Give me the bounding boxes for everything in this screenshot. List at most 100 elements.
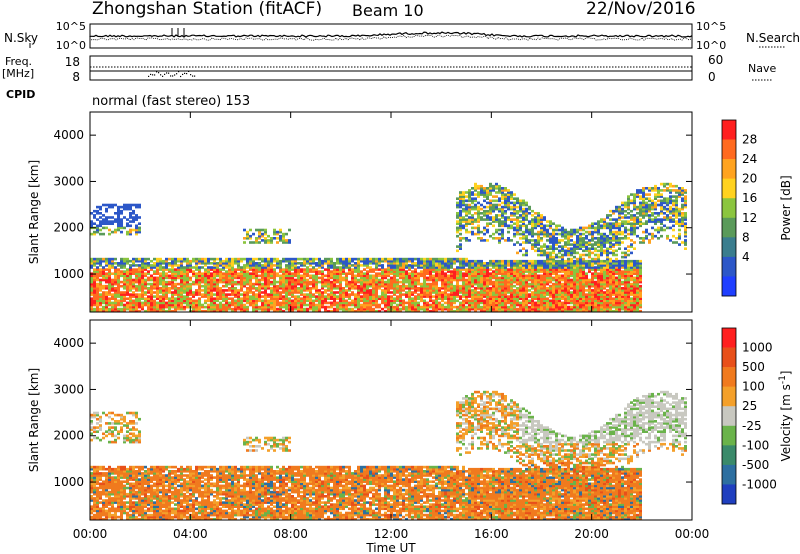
power-cell (552, 299, 555, 303)
power-cell (573, 274, 576, 278)
power-cell (567, 287, 570, 290)
power-cell (375, 274, 378, 278)
power-cell (612, 222, 615, 225)
power-cell (399, 295, 402, 298)
power-cell (387, 280, 390, 284)
power-cell (546, 282, 549, 286)
power-cell (126, 205, 129, 209)
power-cell (156, 309, 159, 313)
power-cell (345, 301, 348, 305)
power-cell (399, 299, 402, 303)
power-cell (597, 307, 600, 311)
power-cell (213, 272, 216, 275)
power-cell (516, 278, 519, 282)
power-cell (552, 249, 555, 253)
power-cell (369, 266, 372, 269)
power-cell (258, 299, 261, 303)
power-cell (225, 266, 228, 269)
power-cell (222, 299, 225, 303)
power-cell (501, 237, 504, 240)
power-cell (186, 270, 189, 273)
power-cell (606, 262, 609, 265)
power-cell (180, 303, 183, 307)
power-cell (258, 295, 261, 298)
power-cell (354, 309, 357, 313)
power-cell (150, 295, 153, 298)
power-cell (150, 293, 153, 296)
power-cell (585, 309, 588, 313)
power-cell (516, 299, 519, 303)
power-cell (102, 218, 105, 221)
power-cell (594, 237, 597, 240)
power-cell (594, 289, 597, 292)
power-cell (195, 307, 198, 311)
power-cell (504, 307, 507, 311)
power-cell (459, 195, 462, 198)
power-cell (345, 293, 348, 296)
nsearch-trace (89, 34, 693, 41)
power-cell (552, 230, 555, 234)
power-cell (609, 299, 612, 303)
power-cell (192, 257, 195, 261)
power-cell (537, 249, 540, 253)
power-cell (132, 272, 135, 275)
power-cell (543, 301, 546, 305)
power-cell (93, 262, 96, 265)
power-cell (591, 297, 594, 300)
power-cell (336, 307, 339, 311)
power-cell (615, 270, 618, 273)
power-cell (579, 234, 582, 238)
power-cell (390, 264, 393, 267)
power-cell (606, 214, 609, 217)
power-cell (321, 301, 324, 305)
power-cell (480, 184, 483, 188)
power-cell (438, 289, 441, 292)
power-cell (525, 253, 528, 257)
power-cell (570, 301, 573, 305)
power-cell (477, 297, 480, 300)
power-cell (597, 232, 600, 236)
power-cell (258, 278, 261, 282)
power-cell (159, 272, 162, 275)
power-cell (456, 268, 459, 271)
power-cell (255, 266, 258, 269)
power-cell (462, 289, 465, 292)
power-cell (561, 253, 564, 257)
power-cell (492, 237, 495, 240)
power-cell (300, 309, 303, 313)
power-cell (597, 301, 600, 305)
nave-dip-point (160, 74, 162, 76)
power-cell (165, 257, 168, 261)
power-cell (285, 274, 288, 278)
power-cell (108, 264, 111, 267)
power-cell (225, 278, 228, 282)
power-cell (231, 291, 234, 294)
power-cell (345, 303, 348, 307)
power-cell (510, 297, 513, 300)
power-cell (222, 276, 225, 280)
power-cell (570, 268, 573, 271)
power-cell (549, 309, 552, 313)
power-cell (105, 305, 108, 309)
power-cell (306, 287, 309, 290)
power-cell (186, 293, 189, 296)
power-cell (441, 293, 444, 296)
power-cell (99, 307, 102, 311)
power-cell (216, 307, 219, 311)
power-cell (579, 268, 582, 271)
power-cell (141, 268, 144, 271)
power-cell (609, 293, 612, 296)
power-cell (396, 309, 399, 313)
power-cell (351, 307, 354, 311)
power-cell (573, 309, 576, 313)
power-cell (459, 243, 462, 246)
power-cell (243, 241, 246, 244)
power-cell (270, 291, 273, 294)
power-cell (405, 280, 408, 284)
power-cell (477, 259, 480, 263)
power-cell (291, 307, 294, 311)
power-cell (570, 293, 573, 296)
power-cell (105, 278, 108, 282)
power-cell (498, 307, 501, 311)
power-cell (591, 237, 594, 240)
